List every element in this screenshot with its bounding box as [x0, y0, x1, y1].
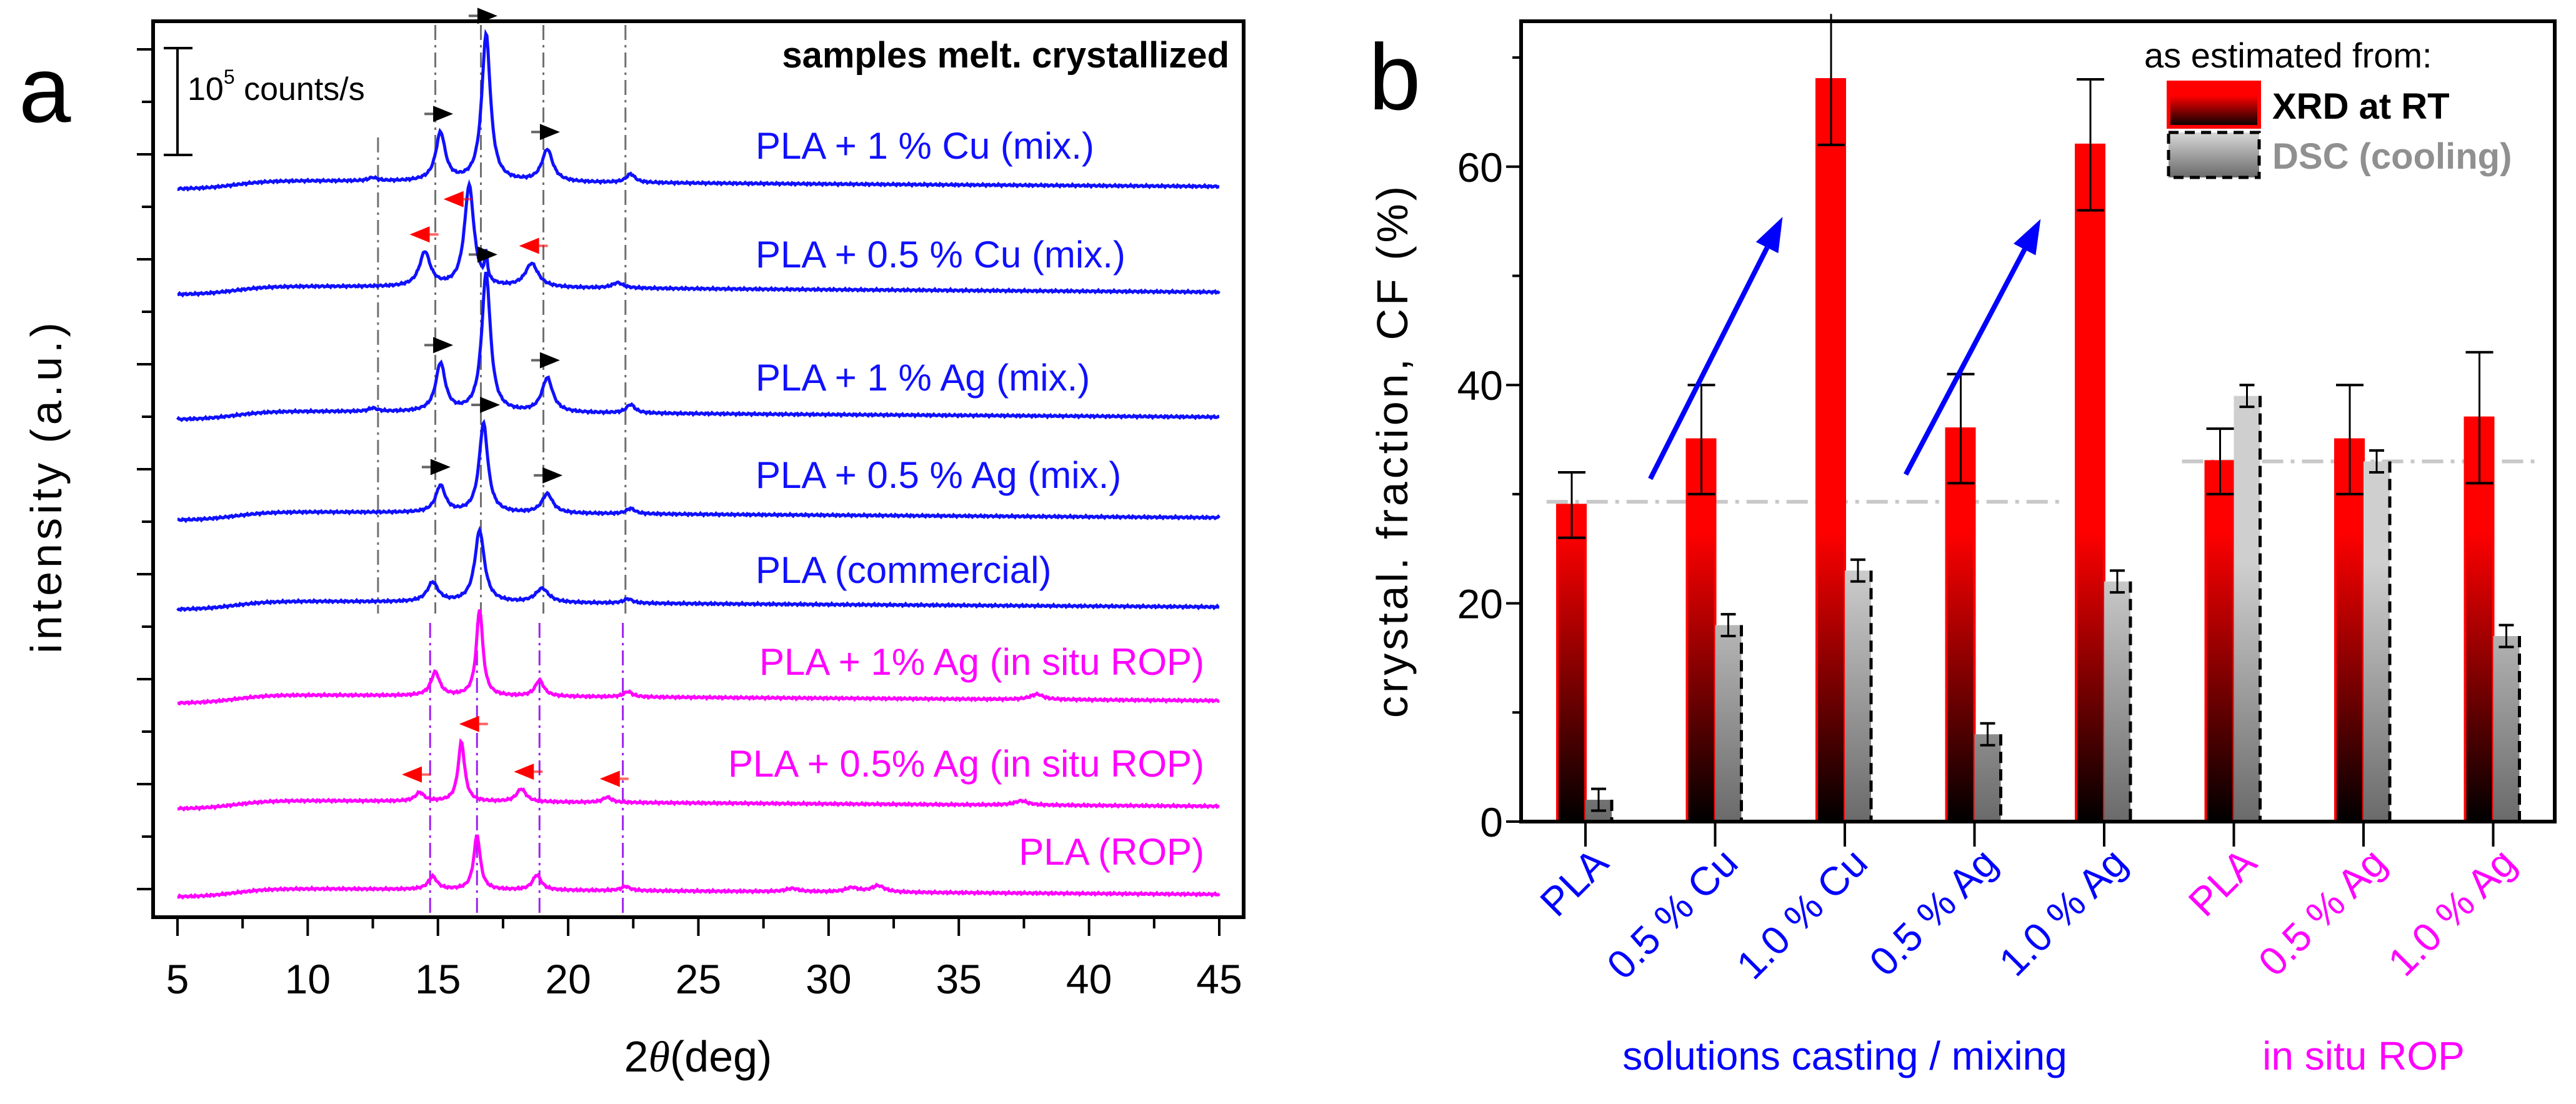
category-label: 1.0 % Ag — [1990, 840, 2135, 985]
shift-right-arrow-icon — [430, 459, 451, 475]
trend-arrow-line — [1903, 248, 2027, 476]
category-label: PLA — [1531, 840, 1617, 925]
x-axis-ticks: 5 10 15 20 25 30 35 40 45 — [166, 917, 1242, 1002]
xrd-trace — [177, 419, 1221, 524]
trend-arrow-line — [1648, 246, 1770, 480]
legend-label-dsc: DSC (cooling) — [2272, 136, 2512, 177]
shift-left-arrow-icon — [402, 766, 422, 783]
y-axis-label-b: crystal. fraction, CF (%) — [1368, 183, 1417, 718]
trace-label: PLA + 1% Ag (in situ ROP) — [759, 641, 1204, 683]
xrd-trace — [176, 271, 1220, 422]
y-tick-label: 20 — [1457, 581, 1503, 627]
trace-label: PLA + 1 % Cu (mix.) — [756, 125, 1094, 167]
group-label: solutions casting / mixing — [1622, 1033, 2067, 1078]
bar-xrd — [1556, 504, 1587, 823]
shift-right-arrow-icon — [480, 397, 501, 414]
panel-a: a PLA + 1 % Cu (mix.) PLA + 0.5 % Cu (mix… — [19, 7, 1246, 1082]
trend-arrow-head-icon — [2013, 219, 2041, 256]
x-axis-label: 2θ(deg) — [624, 1032, 772, 1082]
x-tick-label: 10 — [285, 956, 331, 1002]
bar-xrd — [2075, 143, 2105, 823]
shift-right-arrow-icon — [539, 352, 560, 369]
xrd-trace — [177, 609, 1220, 706]
xrd-trace — [176, 525, 1220, 612]
x-tick-label: 30 — [806, 956, 851, 1002]
trace-label: PLA (commercial) — [756, 549, 1051, 591]
shift-left-arrow-icon — [443, 191, 464, 207]
x-tick-label: 25 — [676, 956, 721, 1002]
xrd-trace — [177, 834, 1221, 900]
x-tick-label: 20 — [545, 956, 591, 1002]
category-label: PLA — [2180, 840, 2265, 925]
shift-left-arrow-icon — [514, 763, 534, 780]
shift-left-arrow-icon — [519, 237, 539, 254]
y-axis-label: intensity (a.u.) — [22, 319, 71, 654]
shift-left-arrow-icon — [409, 226, 430, 243]
group-label: in situ ROP — [2262, 1033, 2465, 1078]
category-label: 0.5 % Cu — [1598, 840, 1746, 988]
category-label: 0.5 % Ag — [2250, 840, 2395, 985]
trace-label: PLA + 0.5% Ag (in situ ROP) — [728, 743, 1204, 785]
bar-dsc — [2104, 581, 2130, 822]
legend-label-xrd: XRD at RT — [2272, 86, 2450, 127]
shift-right-arrow-icon — [542, 467, 563, 484]
bar-plot-area — [1546, 14, 2539, 823]
bar-dsc — [2364, 461, 2390, 822]
scale-bar: 105 counts/s — [164, 47, 365, 156]
y-tick-label: 0 — [1480, 799, 1503, 845]
xrd-trace — [177, 29, 1220, 192]
legend: as estimated from: XRD at RT DSC (coolin… — [2144, 36, 2512, 179]
xrd-trace — [177, 179, 1221, 298]
bar-xrd — [2334, 438, 2365, 823]
x-tick-label: 15 — [415, 956, 461, 1002]
bar-dsc — [2234, 395, 2260, 822]
x-tick-label: 35 — [936, 956, 982, 1002]
category-label: 1.0 % Ag — [2379, 840, 2524, 985]
legend-swatch-dsc — [2167, 131, 2261, 179]
bar-xrd — [1685, 438, 1717, 823]
shift-right-arrow-icon — [539, 124, 560, 141]
category-label: 1.0 % Cu — [1728, 840, 1876, 988]
legend-swatch-xrd — [2167, 81, 2261, 129]
category-label: 0.5 % Ag — [1860, 840, 2005, 985]
trace-label: PLA + 0.5 % Cu (mix.) — [756, 234, 1126, 276]
bar-xrd — [1945, 427, 1976, 823]
x-tick-label: 45 — [1196, 956, 1242, 1002]
scale-bar-label: 105 counts/s — [187, 66, 365, 107]
xrd-trace — [177, 738, 1220, 812]
shift-right-arrow-icon — [433, 337, 454, 354]
trace-label: PLA + 0.5 % Ag (mix.) — [756, 454, 1121, 496]
bar-dsc — [1715, 625, 1742, 822]
plot-b-frame — [1519, 19, 2557, 823]
trace-label: PLA (ROP) — [1019, 831, 1204, 873]
bar-xrd — [2204, 460, 2235, 823]
panel-a-label: a — [19, 37, 71, 142]
trace-label: PLA + 1 % Ag (mix.) — [756, 357, 1090, 399]
bar-dsc — [2493, 636, 2520, 822]
y-tick-label: 60 — [1457, 144, 1503, 191]
x-tick-label: 40 — [1066, 956, 1112, 1002]
shift-left-arrow-icon — [599, 770, 620, 787]
x-tick-label: 5 — [166, 956, 189, 1002]
plot-a-title: samples melt. crystallized — [782, 35, 1229, 76]
bar-xrd — [2464, 416, 2495, 823]
shift-right-arrow-icon — [433, 106, 454, 122]
shift-left-arrow-icon — [459, 715, 479, 732]
y-tick-label: 40 — [1457, 362, 1503, 409]
xrd-plot-area: PLA + 1 % Cu (mix.) PLA + 0.5 % Cu (mix.)… — [137, 7, 1221, 917]
shift-right-arrow-icon — [477, 246, 497, 263]
bar-dsc — [1974, 734, 2001, 822]
trend-arrow-head-icon — [1755, 217, 1783, 254]
bar-xrd — [1815, 78, 1846, 823]
bar-dsc — [1845, 570, 1871, 822]
legend-title: as estimated from: — [2144, 36, 2432, 75]
panel-b-label: b — [1369, 24, 1420, 129]
